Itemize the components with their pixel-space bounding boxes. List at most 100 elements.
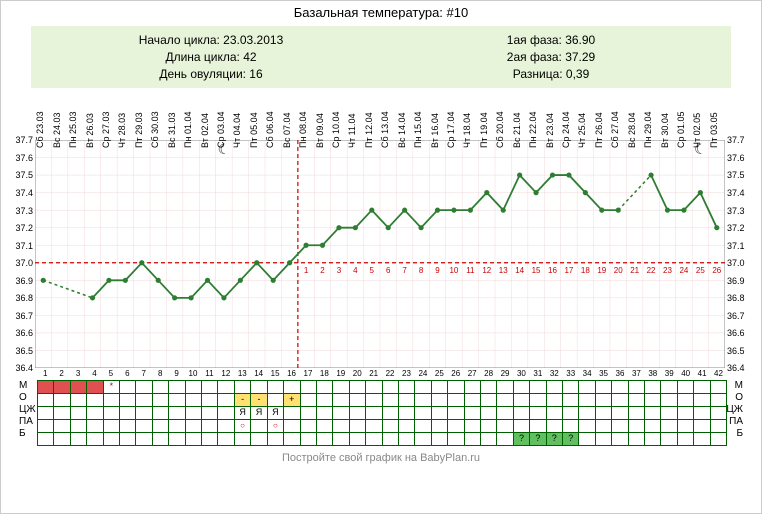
day-number: 2 [53, 368, 69, 380]
track-cell [153, 394, 169, 406]
track-cell [186, 394, 202, 406]
x-label: Сб 30.03 [150, 132, 160, 148]
day-number: 36 [612, 368, 628, 380]
info-line: Разница: 0,39 [381, 66, 721, 83]
track-cell [383, 381, 399, 393]
track-cell [514, 381, 530, 393]
track-cell [366, 394, 382, 406]
track-cell [54, 394, 70, 406]
day-number: 12 [218, 368, 234, 380]
track-cell [432, 433, 448, 445]
chart-container: Базальная температура: #10 Начало цикла:… [0, 0, 762, 514]
track-cell [415, 394, 431, 406]
track-label: О [735, 392, 743, 403]
track-cell [317, 407, 333, 419]
track-cell [415, 381, 431, 393]
svg-text:14: 14 [515, 266, 524, 275]
day-number: 22 [382, 368, 398, 380]
track-cell [612, 407, 628, 419]
track-cell: + [284, 394, 300, 406]
track-cell: ? [514, 433, 530, 445]
x-label: Ср 17.04 [446, 132, 456, 148]
track-cell [579, 407, 595, 419]
track-cell [530, 407, 546, 419]
track-cell [530, 394, 546, 406]
track-cell [218, 407, 234, 419]
track-cell [481, 394, 497, 406]
track-cell [497, 420, 513, 432]
y-tick: 36.5 [727, 346, 745, 356]
info-right: 1ая фаза: 36.90 2ая фаза: 37.29 Разница:… [381, 32, 721, 82]
track-cell [284, 420, 300, 432]
track-cell [71, 407, 87, 419]
day-number: 1 [37, 368, 53, 380]
track-cell [465, 420, 481, 432]
x-label: Пт 26.04 [594, 132, 604, 148]
track-cell [465, 394, 481, 406]
y-tick: 36.6 [15, 328, 33, 338]
track-cell [645, 407, 661, 419]
track-cell [251, 433, 267, 445]
track-cell [694, 407, 710, 419]
track-cell [645, 394, 661, 406]
track-label: О [19, 392, 27, 403]
y-tick: 36.7 [727, 311, 745, 321]
track-cell [120, 394, 136, 406]
day-number: 41 [694, 368, 710, 380]
track-cell [54, 433, 70, 445]
x-label: Чт 02.05 [692, 132, 702, 148]
track-cell [169, 394, 185, 406]
tracks: *--+ЯЯЯ○○???? [37, 380, 727, 446]
track-cell [383, 420, 399, 432]
track-cell: Я [235, 407, 251, 419]
track-label: М [735, 380, 743, 391]
track-cell [104, 394, 120, 406]
x-label: Пн 29.04 [643, 132, 653, 148]
svg-text:24: 24 [679, 266, 688, 275]
chart-title: Базальная температура: #10 [1, 1, 761, 24]
day-number: 19 [333, 368, 349, 380]
info-left: Начало цикла: 23.03.2013 Длина цикла: 42… [41, 32, 381, 82]
day-number: 10 [185, 368, 201, 380]
track-cell [301, 407, 317, 419]
y-tick: 36.4 [15, 363, 33, 373]
track-cell [218, 420, 234, 432]
day-number: 35 [595, 368, 611, 380]
track-cell [186, 420, 202, 432]
y-tick: 37.4 [15, 188, 33, 198]
y-tick: 37.6 [727, 153, 745, 163]
track-cell [153, 420, 169, 432]
track-cell [37, 407, 54, 419]
track-row: * [37, 380, 727, 393]
day-number: 11 [201, 368, 217, 380]
x-label: Чт 25.04 [577, 132, 587, 148]
day-number: 15 [267, 368, 283, 380]
track-cell [465, 433, 481, 445]
track-cell [104, 433, 120, 445]
svg-text:1: 1 [304, 266, 309, 275]
track-cell [579, 381, 595, 393]
track-cell [596, 420, 612, 432]
track-cell [350, 394, 366, 406]
track-cell [87, 394, 103, 406]
track-cell [136, 407, 152, 419]
track-cell [317, 394, 333, 406]
track-cell [120, 407, 136, 419]
track-cell [432, 407, 448, 419]
day-number: 33 [563, 368, 579, 380]
svg-text:13: 13 [499, 266, 508, 275]
y-tick: 37.7 [727, 135, 745, 145]
day-number: 25 [431, 368, 447, 380]
track-cell [629, 394, 645, 406]
info-line: Начало цикла: 23.03.2013 [41, 32, 381, 49]
x-label: Чт 28.03 [117, 132, 127, 148]
track-cell [596, 407, 612, 419]
x-label: Ср 10.04 [331, 132, 341, 148]
x-label: Пн 15.04 [413, 132, 423, 148]
x-label: Вт 09.04 [315, 132, 325, 148]
track-cell: * [104, 381, 120, 393]
track-cell [711, 381, 727, 393]
track-cell [301, 433, 317, 445]
track-cell [202, 394, 218, 406]
track-cell [136, 433, 152, 445]
